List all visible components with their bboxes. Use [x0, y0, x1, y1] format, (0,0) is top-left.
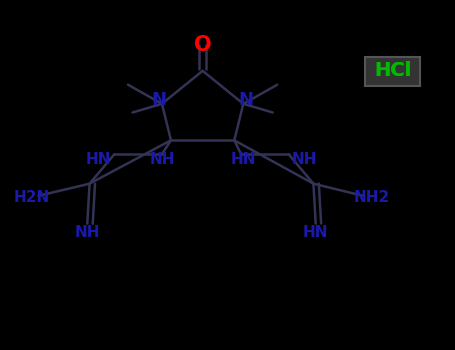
- Text: HN: HN: [86, 152, 111, 167]
- Text: HN: HN: [303, 225, 329, 240]
- Text: O: O: [194, 35, 212, 55]
- Text: N: N: [238, 91, 253, 109]
- Text: NH: NH: [149, 152, 175, 167]
- Text: HCl: HCl: [374, 61, 411, 80]
- Text: NH: NH: [75, 225, 100, 240]
- Text: N: N: [151, 91, 166, 109]
- Text: NH2: NH2: [354, 190, 390, 205]
- Text: HCl: HCl: [374, 61, 411, 80]
- Text: HN: HN: [231, 152, 256, 167]
- Text: H2N: H2N: [14, 190, 50, 205]
- FancyBboxPatch shape: [365, 57, 420, 86]
- Text: NH: NH: [292, 152, 317, 167]
